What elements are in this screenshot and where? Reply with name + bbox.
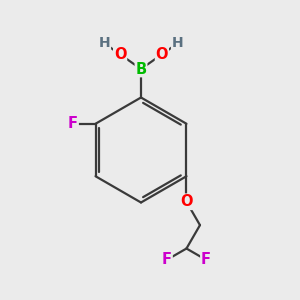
Text: O: O: [180, 194, 193, 209]
Text: B: B: [135, 61, 147, 76]
Text: H: H: [172, 36, 183, 50]
Text: F: F: [68, 116, 78, 131]
Text: F: F: [162, 252, 172, 267]
Text: O: O: [114, 47, 126, 62]
Text: H: H: [99, 36, 110, 50]
Text: O: O: [156, 47, 168, 62]
Text: F: F: [201, 252, 211, 267]
